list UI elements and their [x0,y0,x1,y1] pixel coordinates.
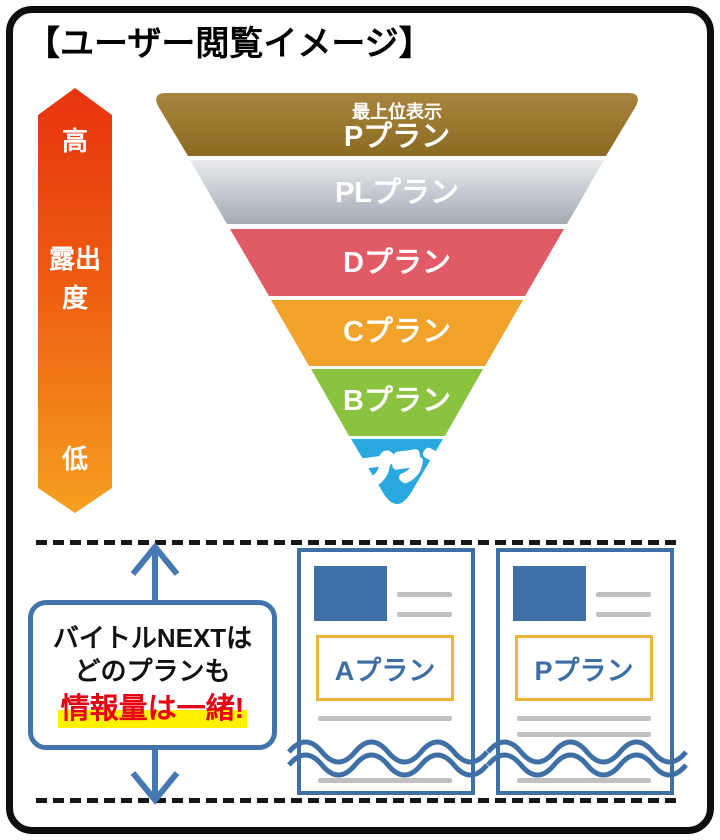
plan-label: Aプラン [334,655,436,686]
page-title: 【ユーザー閲覧イメージ】 [26,25,433,63]
image-placeholder [314,566,387,621]
down-arrow-icon [130,747,180,805]
callout-box: バイトルNEXTは どのプランも 情報量は一緒! [28,600,277,750]
funnel-segment-b [311,369,483,436]
document-card-a: Aプラン [287,548,489,795]
text-placeholder-line [517,716,651,721]
funnel-segment-a [351,439,443,504]
funnel-segment-pl [190,160,604,224]
text-placeholder-line [517,732,651,737]
funnel-label-p: Pプラン [344,120,450,153]
dashed-line-bottom [36,798,678,803]
document-card-p: Pプラン [486,548,688,795]
wave-tear-icon [287,739,489,778]
callout-line2: どのプランも [74,655,231,686]
callout-line1: バイトルNEXTは [52,623,253,654]
dashed-line-top [36,540,678,545]
text-placeholder-line [318,778,452,783]
exposure-gauge: 高 露出度 低 [38,88,112,513]
wave-tear-icon [486,739,688,778]
plan-label-box: Aプラン [316,635,454,701]
exposure-high-label: 高 [61,126,88,156]
funnel-label-pl: PLプラン [335,176,459,209]
text-placeholder-line [318,716,452,721]
funnel-top-note: 最上位表示 [352,101,442,122]
exposure-low-label: 低 [61,444,88,474]
funnel-label-d: Dプラン [343,246,451,279]
plan-funnel: 最上位表示 Pプラン PLプラン Dプラン Cプラン Bプラン Aプラン [156,93,638,504]
text-placeholder-line [596,612,651,617]
funnel-label-b: Bプラン [343,384,451,417]
image-placeholder [513,566,586,621]
funnel-segment-c [271,300,523,366]
text-placeholder-line [397,612,452,617]
plan-label-box: Pプラン [515,635,653,701]
text-placeholder-line [596,592,651,597]
callout-emphasis: 情報量は一緒! [57,691,248,728]
text-placeholder-line [397,592,452,597]
funnel-label-c: Cプラン [343,315,451,348]
exposure-axis-label: 露出度 [48,244,101,313]
plan-label: Pプラン [534,655,634,686]
funnel-segment-p [156,93,638,156]
text-placeholder-line [517,778,651,783]
funnel-segment-d [230,229,564,296]
up-arrow-icon [130,542,180,600]
